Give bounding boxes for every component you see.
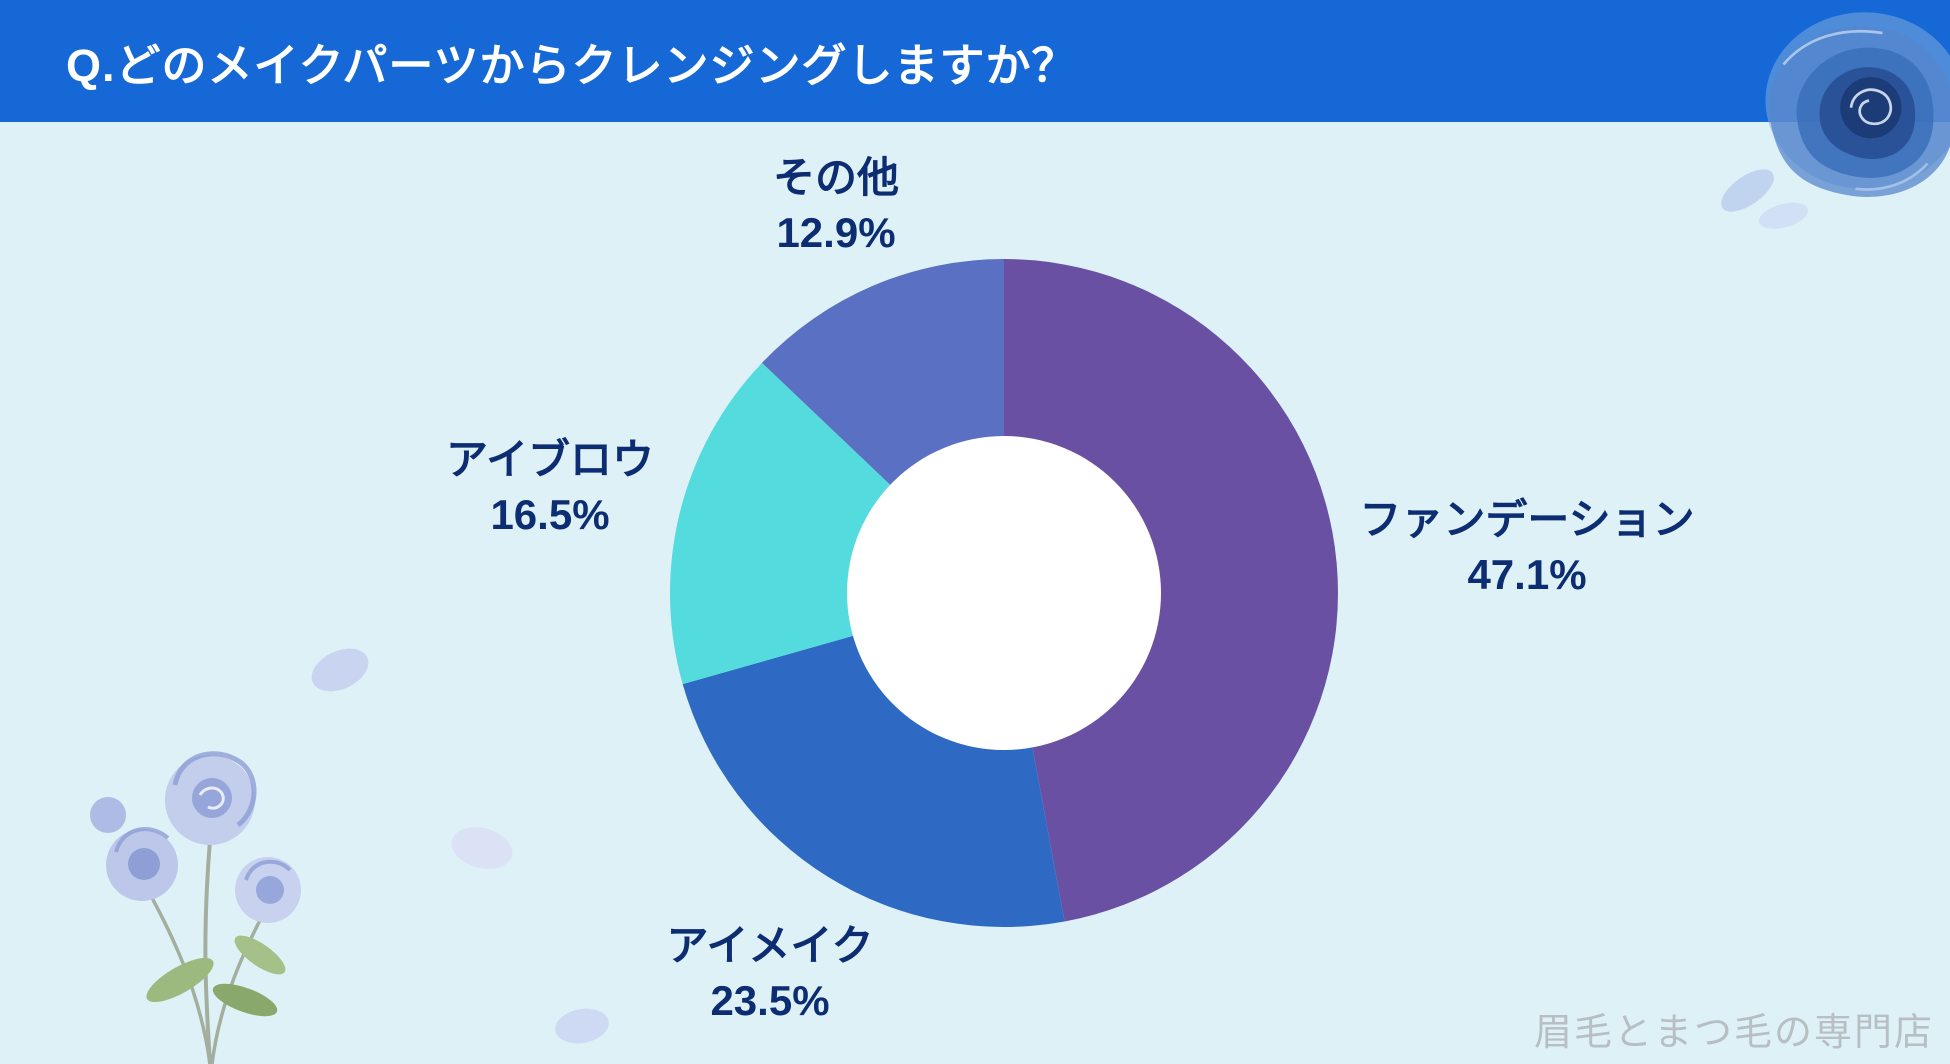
segment-label-other: その他 12.9% (773, 150, 899, 261)
donut-chart (669, 259, 1338, 927)
question-title-bar: Q.どのメイクパーツからクレンジングしますか？ (0, 0, 1950, 122)
segment-label-eyebrow: アイブロウ 16.5% (446, 432, 654, 543)
segment-label-eye-makeup: アイメイク 23.5% (666, 918, 873, 1029)
petal-decoration-icon (311, 648, 609, 1044)
segment-percent: 23.5% (710, 977, 830, 1025)
segment-label-foundation: ファンデーション 47.1% (1359, 492, 1694, 603)
segment-name: ファンデーション (1359, 496, 1695, 543)
segment-name: アイメイク (666, 922, 874, 969)
question-title: Q.どのメイクパーツからクレンジングしますか？ (66, 39, 1078, 91)
blue-flowers-decoration-icon (90, 751, 301, 1064)
donut-hole (847, 436, 1161, 750)
segment-percent: 47.1% (1467, 551, 1587, 599)
segment-name: アイブロウ (446, 436, 654, 483)
blue-rose-decoration-icon (1721, 12, 1950, 229)
donut-segment-0 (1004, 259, 1338, 922)
segment-percent: 12.9% (776, 209, 896, 257)
segment-percent: 16.5% (490, 491, 610, 539)
watermark-text: 眉毛とまつ毛の専門店 (1533, 1012, 1934, 1054)
segment-name: その他 (772, 154, 900, 201)
